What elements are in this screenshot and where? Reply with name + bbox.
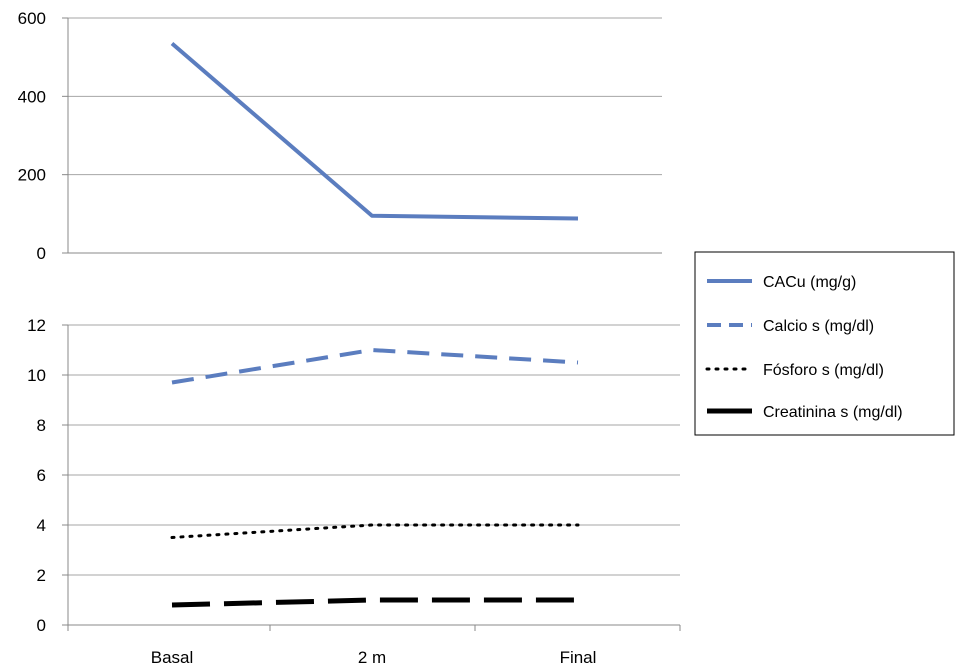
- y-tick-label: 12: [27, 316, 46, 335]
- series-line: [171, 348, 579, 385]
- y-tick-label: 0: [37, 244, 46, 263]
- x-tick-label: 2 m: [358, 648, 386, 665]
- legend-label: CACu (mg/g): [763, 274, 856, 291]
- y-tick-label: 4: [37, 516, 46, 535]
- bottom-chart-panel: 0 2 4 6 8 10 12 Basal 2 m Final: [27, 316, 681, 665]
- y-tick-label: 200: [18, 166, 46, 185]
- y-tick-label: 8: [37, 416, 46, 435]
- y-tick-label: 10: [27, 366, 46, 385]
- series-line: [170, 41, 579, 221]
- y-tick-label: 400: [18, 87, 46, 106]
- y-tick-label: 2: [37, 566, 46, 585]
- legend-label: Fósforo s (mg/dl): [763, 362, 884, 379]
- legend: CACu (mg/g) Calcio s (mg/dl) Fósforo s (mg…: [694, 251, 955, 436]
- x-tick-label: Final: [560, 648, 597, 665]
- series-line: [170, 523, 580, 539]
- series-line: [171, 597, 578, 608]
- legend-label: Creatinina s (mg/dl): [763, 404, 903, 421]
- y-tick-label: 600: [18, 9, 46, 28]
- legend-label: Calcio s (mg/dl): [763, 318, 874, 335]
- y-tick-label: 0: [37, 616, 46, 635]
- top-chart-panel: 0 200 400 600: [18, 9, 662, 263]
- x-tick-label: Basal: [151, 648, 194, 665]
- y-tick-label: 6: [37, 466, 46, 485]
